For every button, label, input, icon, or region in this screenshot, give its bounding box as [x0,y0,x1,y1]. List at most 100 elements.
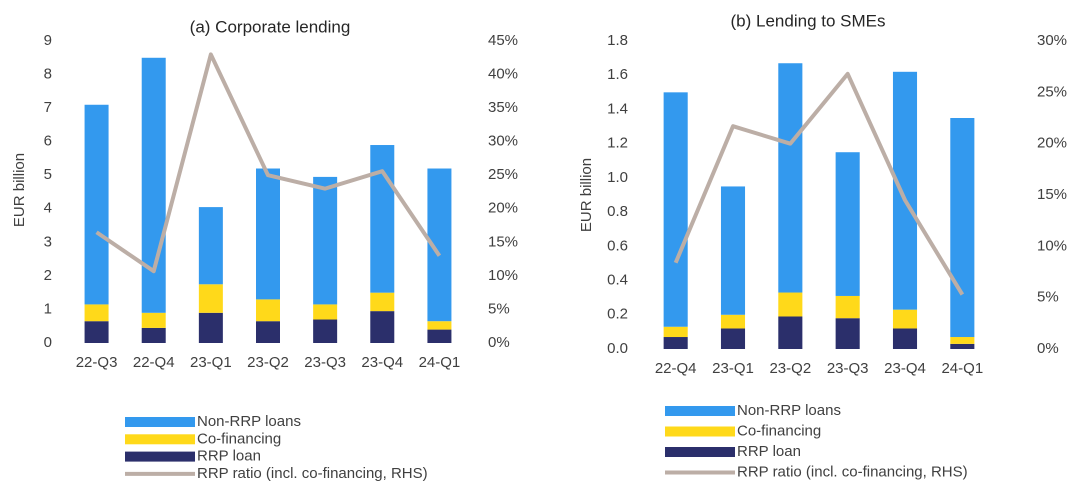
legend-swatch [665,426,735,437]
y2-tick-label: 5% [1037,289,1059,306]
bar [256,168,280,300]
y2-tick-label: 40% [488,66,518,83]
y-tick-label: 4 [44,200,52,217]
ratio-line [95,52,442,274]
y2-tick-label: 25% [1037,83,1067,100]
bar [313,176,338,305]
y-tick-label: 2 [44,267,52,284]
y2-tick-label: 10% [1037,237,1067,254]
legend-label: Non-RRP loans [737,402,841,419]
legend-label: RRP loan [737,443,801,460]
y-tick-label: 1.6 [607,66,628,83]
bar [141,57,166,313]
bar [778,63,803,293]
y2-tick-label: 30% [488,133,518,150]
bar [84,321,109,343]
bar [892,71,918,310]
y-tick-label: 1.8 [607,32,628,49]
y-axis-title: EUR billion [578,158,595,232]
legend-label: RRP loan [197,448,261,465]
y-tick-label: 0 [44,334,52,351]
y-tick-label: 9 [44,32,52,49]
bar [141,327,166,343]
bar [84,304,109,322]
x-tick-label: 23-Q2 [769,360,811,377]
y-tick-label: 1.2 [607,135,628,152]
y2-tick-label: 30% [1037,32,1067,49]
y-tick-label: 6 [44,133,52,150]
y2-tick-label: 5% [488,300,510,317]
x-tick-label: 23-Q3 [827,360,869,377]
x-tick-label: 23-Q1 [190,354,232,371]
bar [663,337,688,349]
bar [198,312,223,343]
y2-tick-label: 25% [488,166,518,183]
bar [720,314,746,329]
y-tick-label: 1.0 [607,169,628,186]
bar [720,328,746,349]
ratio-line [673,71,965,296]
x-tick-label: 23-Q4 [884,360,926,377]
bar [427,321,452,330]
bar [950,337,975,344]
legend-label: Co-financing [197,430,281,447]
bar [720,186,746,315]
y2-tick-label: 15% [488,233,518,250]
x-tick-label: 23-Q3 [304,354,346,371]
y2-tick-label: 0% [1037,340,1059,357]
bar [198,207,223,285]
y-tick-label: 1 [44,300,52,317]
bar [370,311,395,343]
legend-swatch [125,417,195,427]
bar [370,292,395,312]
bar [663,326,688,338]
bar [198,284,223,313]
y-axis-title: EUR billion [11,153,28,227]
legend-label: RRP ratio (incl. co-financing, RHS) [197,465,428,482]
y-tick-label: 0.2 [607,306,628,323]
bar [313,319,338,343]
y-tick-label: 0.4 [607,272,628,289]
y2-tick-label: 20% [1037,135,1067,152]
chart-title: (a) Corporate lending [190,17,351,36]
y-tick-label: 3 [44,233,52,250]
y2-tick-label: 10% [488,267,518,284]
legend-label: Non-RRP loans [197,413,301,430]
bar [256,299,280,322]
x-tick-label: 22-Q4 [133,354,175,371]
bar [313,304,338,320]
legend-swatch [125,434,195,445]
legend-label: Co-financing [737,422,821,439]
y-tick-label: 7 [44,99,52,116]
bar [427,329,452,343]
legend-label: RRP ratio (incl. co-financing, RHS) [737,463,968,480]
bar [835,295,860,319]
bar [256,321,280,343]
y-tick-label: 0.0 [607,340,628,357]
legend-swatch [125,451,195,462]
y2-tick-label: 15% [1037,186,1067,203]
chart-title: (b) Lending to SMEs [731,11,886,30]
bar [950,118,975,338]
x-tick-label: 22-Q3 [76,354,118,371]
bar [370,145,395,293]
x-tick-label: 23-Q4 [361,354,403,371]
bar [892,309,918,329]
legend-swatch [665,406,735,416]
x-tick-label: 22-Q4 [655,360,697,377]
y-tick-label: 8 [44,66,52,83]
y2-tick-label: 45% [488,32,518,49]
y-tick-label: 0.8 [607,203,628,220]
x-tick-label: 23-Q1 [712,360,754,377]
y-tick-label: 1.4 [607,100,628,117]
y2-tick-label: 20% [488,200,518,217]
bar [778,316,803,349]
y2-tick-label: 35% [488,99,518,116]
bar [835,318,860,349]
legend-swatch [665,447,735,457]
y-tick-label: 5 [44,166,52,183]
x-tick-label: 24-Q1 [419,354,461,371]
y2-tick-label: 0% [488,334,510,351]
x-tick-label: 24-Q1 [941,360,983,377]
